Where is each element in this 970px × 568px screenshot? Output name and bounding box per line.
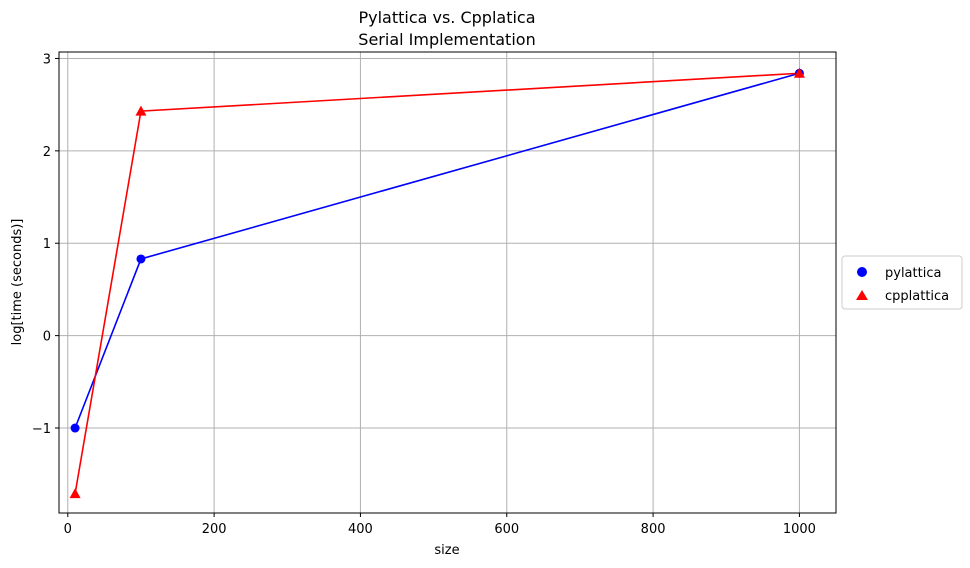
grid-lines (59, 52, 836, 513)
series-line-pylattica (74, 72, 800, 429)
legend-frame (841, 255, 963, 310)
data-point-cpplattica (135, 105, 147, 116)
y-tick-label: 0 (43, 330, 51, 345)
y-tick-label: 2 (43, 145, 51, 160)
data-point-cpplattica (69, 488, 81, 499)
y-tick-label: 3 (43, 52, 51, 67)
x-axis-ticks: 0 200 400 600 800 1000 (64, 513, 816, 537)
x-tick-label: 0 (64, 522, 72, 537)
x-tick-label: 800 (641, 522, 666, 537)
y-axis-ticks: −1 0 1 2 3 (32, 52, 59, 437)
chart-title: Pylattica vs. Cpplatica (358, 8, 535, 27)
series-markers (69, 67, 805, 499)
legend: pylattica cpplattica (841, 255, 963, 310)
x-tick-label: 200 (202, 522, 227, 537)
x-tick-label: 1000 (783, 522, 816, 537)
x-tick-label: 400 (348, 522, 373, 537)
legend-label-cpplattica: cpplattica (885, 289, 949, 304)
chart-subtitle: Serial Implementation (358, 30, 535, 49)
series-line-cpplattica (74, 72, 800, 494)
data-point-pylattica (136, 254, 146, 264)
x-tick-label: 600 (494, 522, 519, 537)
series-lines (74, 72, 800, 494)
y-axis-label: log[time (seconds)] (10, 219, 25, 346)
legend-marker-pylattica (857, 267, 867, 277)
legend-label-pylattica: pylattica (885, 266, 941, 281)
data-point-cpplattica (793, 67, 805, 78)
x-axis-label: size (434, 543, 459, 558)
y-tick-label: 1 (43, 237, 51, 252)
y-tick-label: −1 (32, 422, 51, 437)
legend-marker-cpplattica (856, 290, 868, 300)
plot-frame (58, 51, 837, 514)
data-point-pylattica (70, 423, 80, 433)
